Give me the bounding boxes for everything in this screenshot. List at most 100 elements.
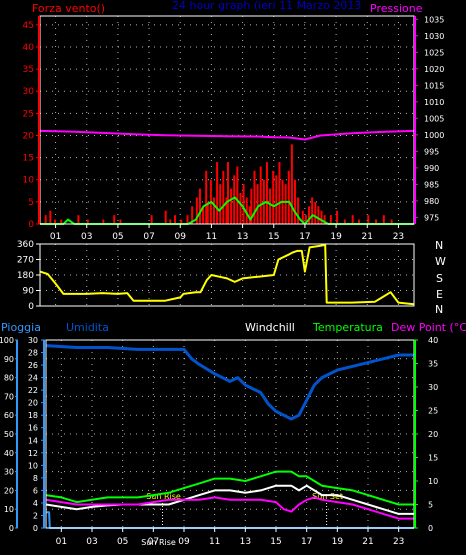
wind-direction-line — [39, 243, 415, 306]
x-tick-label: 23 — [393, 537, 404, 547]
gust-bar — [308, 206, 311, 224]
y-tick-label: 0 — [28, 220, 34, 230]
temp-tick-label: 40 — [428, 336, 438, 345]
gust-bar — [382, 215, 385, 224]
graph-title: 24 hour graph (ieri 11 Marzo 2013 — [172, 0, 361, 12]
gust-bar — [259, 166, 262, 224]
gust-bar — [242, 184, 245, 224]
gust-bar — [245, 197, 248, 224]
gust-bar — [164, 210, 167, 224]
humidity-tick-label: 50 — [4, 430, 14, 439]
x-tick-label: 11 — [206, 232, 217, 242]
humidity-line — [45, 344, 414, 421]
gust-bar — [290, 144, 293, 224]
gust-bar — [180, 219, 183, 224]
humidity-tick-label: 40 — [4, 449, 14, 458]
gust-bar — [169, 219, 172, 224]
gust-bar — [275, 175, 278, 224]
gust-bar — [49, 210, 52, 224]
y-tick-label: 25 — [23, 109, 34, 119]
gust-bar — [77, 215, 80, 224]
y2-tick-label: 995 — [424, 147, 439, 156]
x-tick-label: 15 — [270, 537, 281, 547]
humidity-tick-label: 70 — [4, 392, 14, 401]
gust-bar — [222, 170, 225, 224]
dewpoint-line — [45, 496, 414, 520]
rain-tick-label: 8 — [33, 474, 38, 483]
gust-bar — [250, 188, 253, 224]
rain-tick-label: 16 — [28, 424, 38, 433]
temp-tick-label: 5 — [428, 501, 433, 510]
gust-bar — [278, 162, 281, 224]
rain-tick-label: 12 — [28, 449, 38, 458]
y-tick-label: 30 — [23, 87, 35, 97]
y2-tick-label: 1035 — [424, 15, 444, 24]
gust-bar — [227, 162, 229, 224]
y-tick-label: 5 — [28, 198, 34, 208]
gust-bar — [272, 170, 275, 224]
y-tick-label: 45 — [23, 21, 34, 31]
x-tick-label: 19 — [330, 232, 342, 242]
compass-w: W — [435, 255, 446, 268]
y2-tick-label: 1025 — [424, 48, 444, 57]
gust-bar — [297, 197, 300, 224]
humidity-tick-label: 100 — [0, 336, 14, 345]
rain-tick-label: 10 — [28, 461, 38, 470]
rain-tick-label: 30 — [28, 336, 38, 345]
rain-tick-label: 18 — [28, 411, 38, 420]
y2-tick-label: 980 — [424, 197, 439, 206]
gust-bar — [311, 197, 314, 224]
rain-tick-label: 14 — [28, 436, 38, 445]
x-tick-label: 05 — [117, 537, 128, 547]
rain-label: Pioggia — [1, 321, 41, 334]
gust-bar — [262, 179, 265, 224]
gust-bar — [336, 210, 339, 224]
y-tick-label: 15 — [23, 154, 34, 164]
x-tick-label: 01 — [50, 232, 61, 242]
compass-n-bottom: N — [435, 303, 443, 316]
gust-bar — [239, 193, 242, 224]
rain-tick-label: 24 — [28, 374, 38, 383]
gust-bar — [367, 215, 370, 224]
y2-tick-label: 1005 — [424, 114, 444, 123]
gust-bar — [44, 215, 47, 224]
sunrise-label: Sun Rise — [146, 492, 181, 501]
rain-tick-label: 2 — [33, 511, 38, 520]
temp-tick-label: 15 — [428, 454, 438, 463]
gust-bar — [248, 206, 251, 224]
gust-bar — [195, 197, 198, 224]
gust-bar — [304, 215, 307, 224]
gust-bar — [343, 219, 346, 224]
humidity-tick-label: 20 — [4, 486, 14, 495]
pressure-line — [39, 129, 415, 141]
gust-bar — [269, 188, 272, 224]
x-tick-label: 13 — [240, 537, 251, 547]
x-tick-label: 19 — [332, 537, 344, 547]
y-tick-label: 180 — [17, 271, 34, 281]
gust-bar — [150, 215, 153, 224]
gust-bar — [60, 219, 63, 224]
gust-bar — [191, 206, 194, 224]
dewpoint-label: Dew Point (°C) — [391, 321, 466, 334]
gust-bar — [219, 184, 222, 224]
y2-tick-label: 1015 — [424, 81, 444, 90]
y-tick-label: 20 — [23, 131, 35, 141]
wind-pressure-panel: 0510152025303540459759809859909951000100… — [23, 15, 445, 242]
gust-bar — [317, 206, 320, 224]
x-tick-label: 11 — [209, 537, 220, 547]
gust-bar — [216, 162, 219, 224]
compass-n-top: N — [435, 239, 443, 252]
rain-tick-label: 22 — [28, 386, 38, 395]
x-tick-label: 15 — [268, 232, 279, 242]
y-tick-label: 270 — [17, 256, 34, 266]
gust-bar — [320, 210, 323, 224]
y-tick-label: 360 — [17, 240, 34, 250]
gust-bar — [375, 219, 378, 224]
x-tick-label: 21 — [362, 537, 373, 547]
gust-bar — [284, 184, 287, 224]
gust-bar — [323, 215, 326, 224]
y-tick-label: 10 — [23, 176, 35, 186]
gust-bar — [174, 215, 177, 224]
rain-tick-label: 0 — [33, 524, 38, 533]
gust-bar — [205, 170, 208, 224]
